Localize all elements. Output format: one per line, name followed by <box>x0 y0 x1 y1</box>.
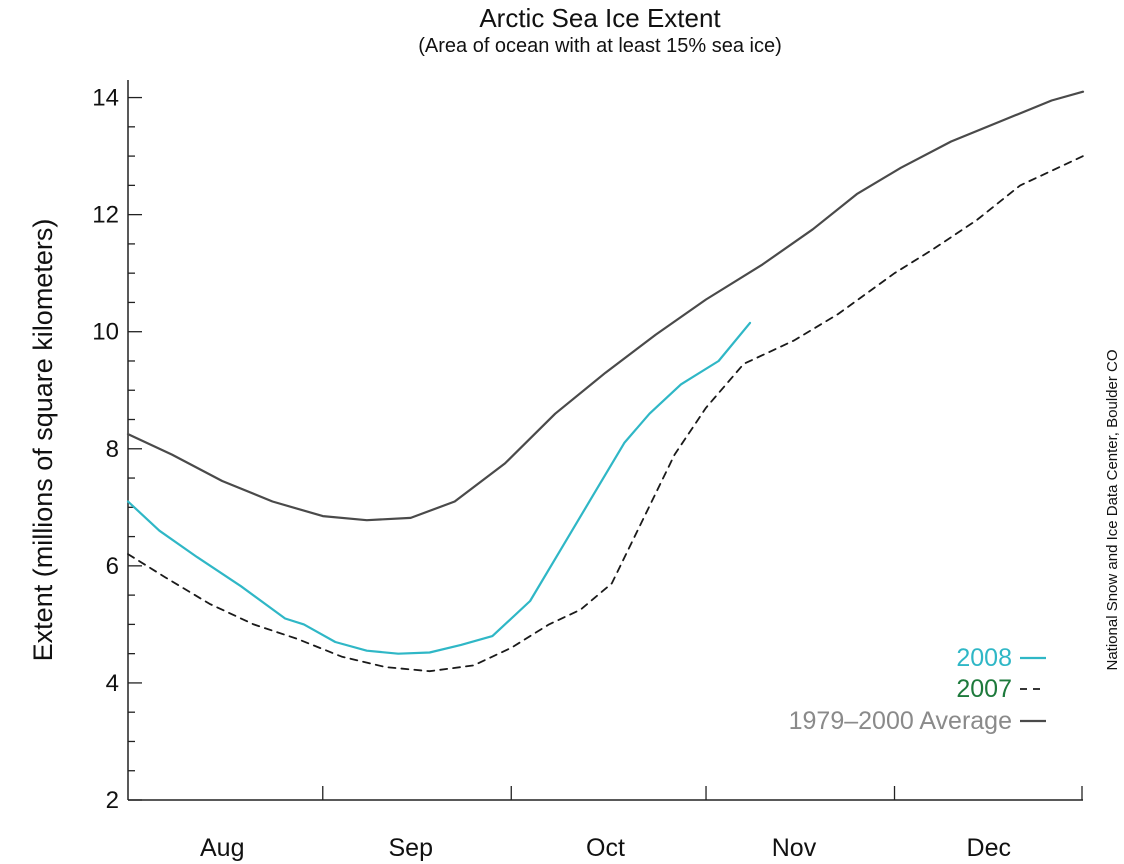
y-tick-label: 4 <box>106 670 119 697</box>
y-tick-label: 2 <box>106 787 119 814</box>
y-axis-ticks: 2 4 6 8 10 12 14 <box>92 85 142 814</box>
y-tick-label: 8 <box>106 436 119 463</box>
series-line-2008 <box>126 321 752 655</box>
legend-label-2008: 2008 <box>956 644 1012 672</box>
x-tick-label-oct: Oct <box>586 834 625 862</box>
chart-title: Arctic Sea Ice Extent <box>479 3 721 33</box>
y-tick-label: 14 <box>92 85 119 112</box>
chart-subtitle: (Area of ocean with at least 15% sea ice… <box>418 35 782 57</box>
legend-label-average: 1979–2000 Average <box>789 707 1012 735</box>
x-axis-ticks: Aug Sep Oct Nov Dec <box>200 786 1083 862</box>
x-tick-label-nov: Nov <box>772 834 817 862</box>
series-line-average <box>126 90 1085 522</box>
x-tick-label-dec: Dec <box>967 834 1011 862</box>
x-tick-label-aug: Aug <box>200 834 244 862</box>
x-tick-label-sep: Sep <box>388 834 432 862</box>
data-credit: National Snow and Ice Data Center, Bould… <box>1104 349 1121 670</box>
legend-label-2007: 2007 <box>956 675 1012 703</box>
legend: 2008 2007 1979–2000 Average <box>789 644 1046 735</box>
series-layer <box>126 90 1085 673</box>
series-line-2007 <box>127 155 1084 673</box>
y-tick-label: 6 <box>106 553 119 580</box>
y-tick-label: 10 <box>92 319 119 346</box>
y-axis-label: Extent (millions of square kilometers) <box>28 219 58 662</box>
y-tick-label: 12 <box>92 202 119 229</box>
plot-axes <box>127 80 1083 801</box>
